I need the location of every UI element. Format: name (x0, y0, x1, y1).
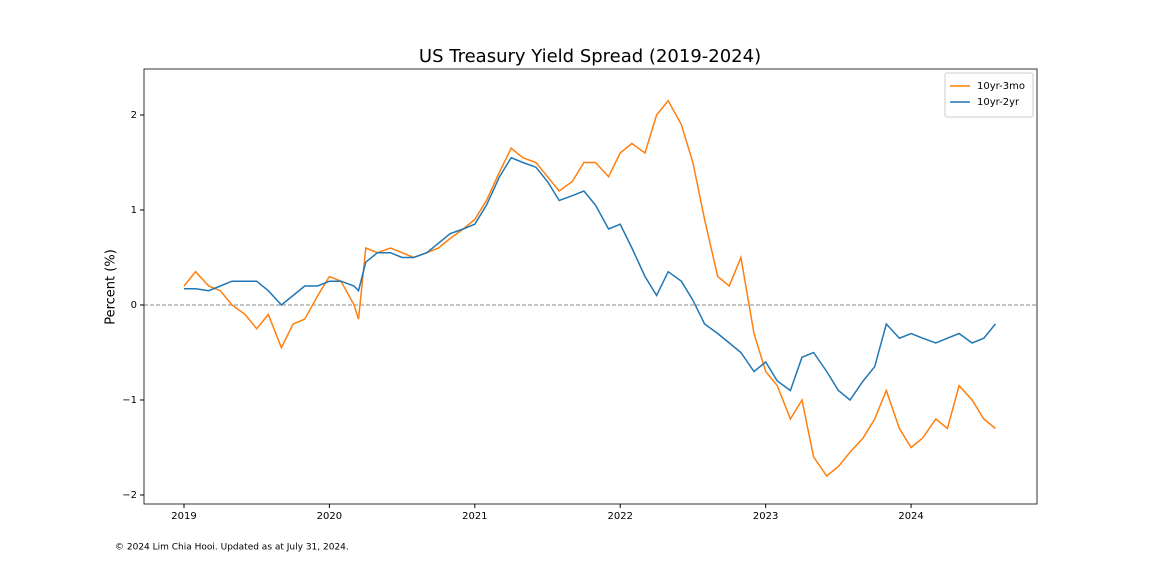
x-tick-label: 2019 (171, 511, 196, 522)
y-tick-label: 1 (131, 205, 137, 216)
y-tick-label: 2 (131, 110, 137, 121)
x-tick-label: 2020 (317, 511, 342, 522)
legend-label: 10yr-2yr (977, 97, 1020, 108)
x-tick-label: 2023 (753, 511, 778, 522)
series-line (184, 156, 996, 402)
plot-frame (143, 68, 1038, 505)
chart-title: US Treasury Yield Spread (2019-2024) (419, 46, 761, 67)
y-tick-label: 0 (131, 300, 137, 311)
footnote: © 2024 Lim Chia Hooi. Updated as at July… (115, 543, 349, 553)
legend-label: 10yr-3mo (977, 81, 1025, 92)
series-line (183, 99, 996, 478)
legend-box (944, 72, 1034, 118)
y-axis-label: Percent (%) (104, 249, 119, 325)
y-tick-label: −2 (122, 490, 137, 501)
y-tick-label: −1 (122, 395, 137, 406)
x-tick-label: 2022 (608, 511, 633, 522)
x-tick-label: 2021 (462, 511, 487, 522)
x-tick-label: 2024 (898, 511, 923, 522)
